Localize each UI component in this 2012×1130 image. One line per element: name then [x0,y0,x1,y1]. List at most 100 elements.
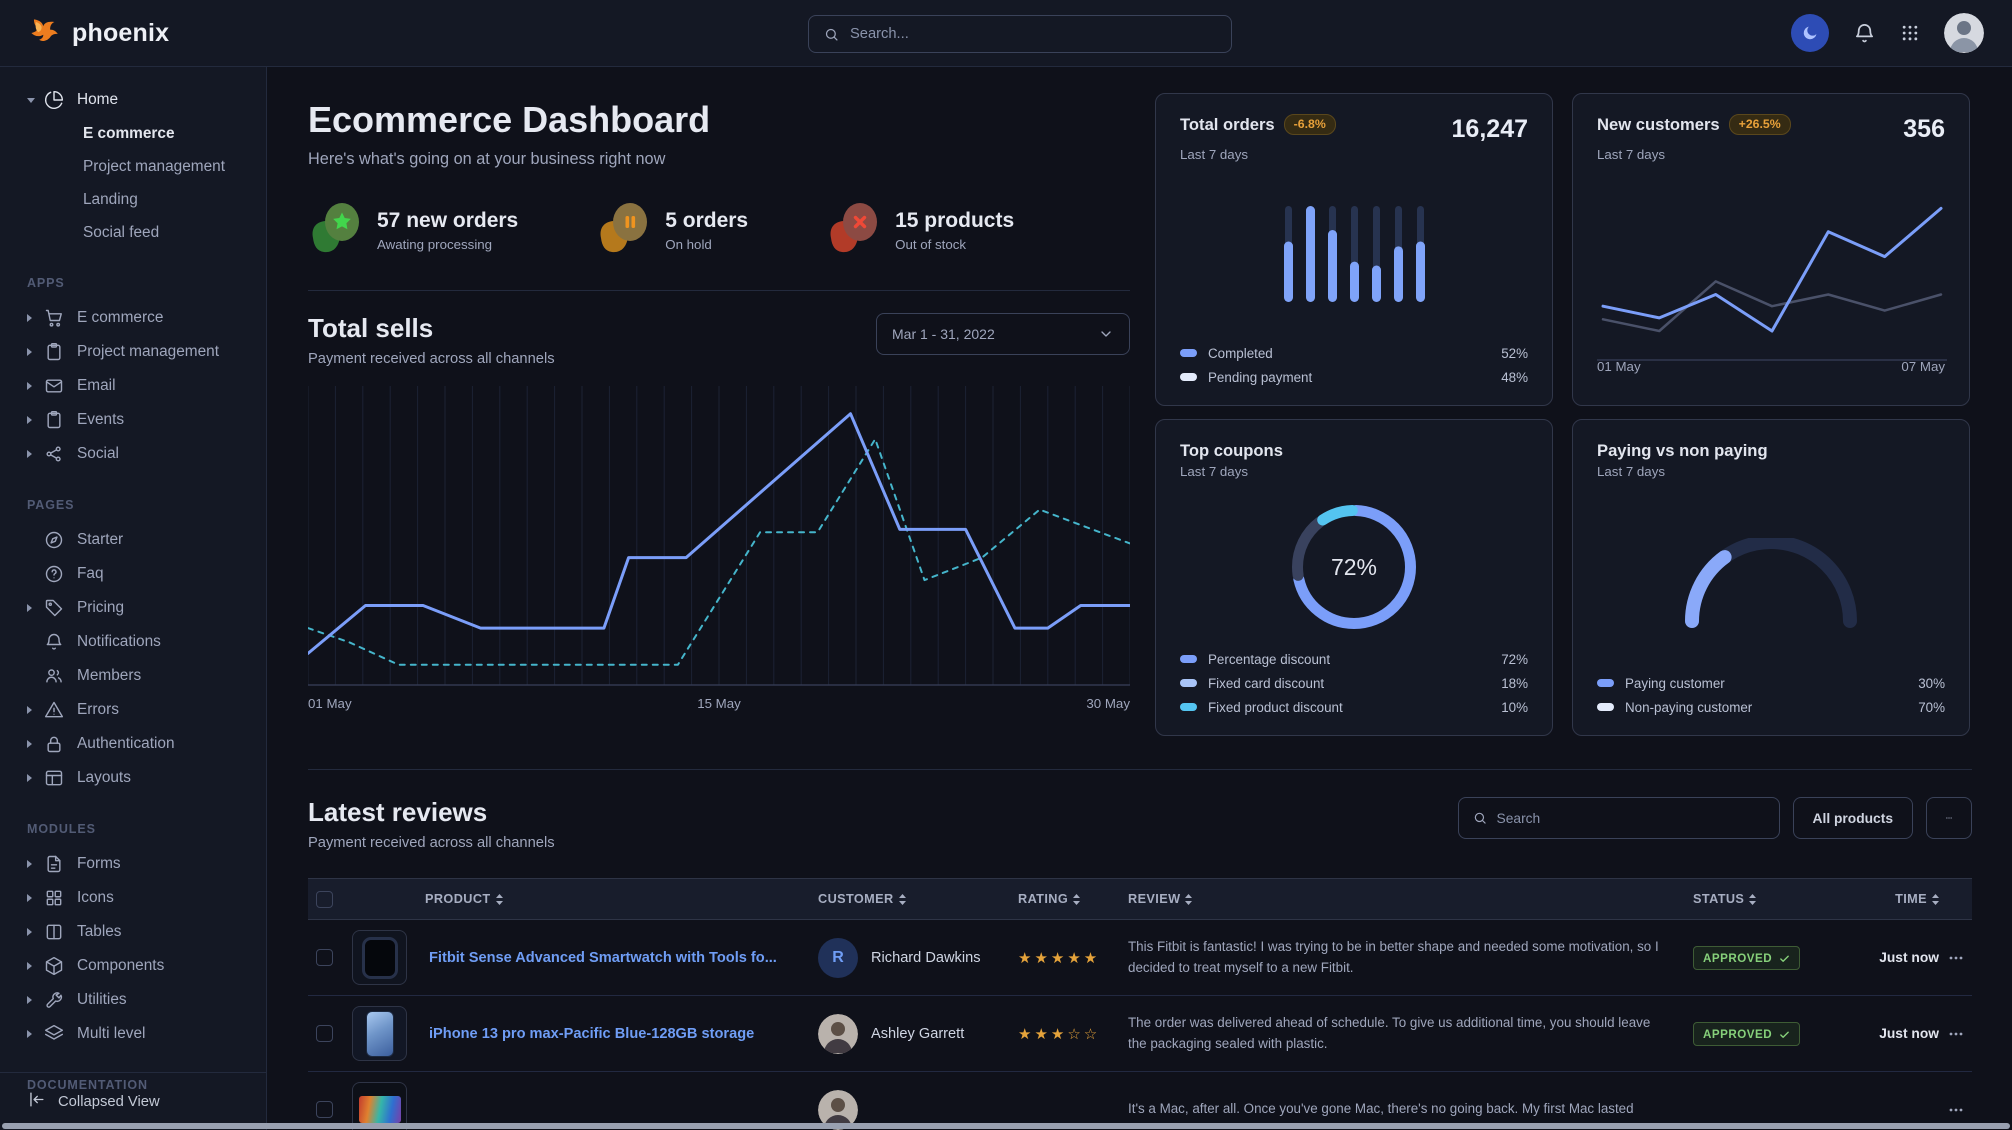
collapse-label: Collapsed View [58,1093,160,1110]
sidebar-item-members[interactable]: Members [0,659,266,693]
caret-box [27,1030,44,1038]
table-row: iPhone 13 pro max-Pacific Blue-128GB sto… [308,996,1972,1072]
table-row: It's a Mac, after all. Once you've gone … [308,1072,1972,1130]
reviews-more-button[interactable] [1926,797,1972,839]
latest-reviews-heading: Latest reviews [308,797,488,827]
sidebar-item-icons[interactable]: Icons [0,881,266,915]
column-header-time[interactable]: TIME [1843,892,1939,906]
chevron-down-icon [1101,331,1111,337]
reviews-search-input[interactable] [1496,810,1765,826]
row-more-button[interactable] [1939,956,1972,960]
legend-swatch [1180,349,1197,357]
caret-right-icon [27,314,32,322]
sort-icon [1185,893,1193,905]
sidebar-subitem-e-commerce[interactable]: E commerce [0,117,266,150]
search-input[interactable] [850,26,1216,42]
row-more-button[interactable] [1939,1032,1972,1036]
select-all-checkbox[interactable] [316,890,333,908]
sidebar-item-project-management[interactable]: Project management [0,335,266,369]
column-header-status[interactable]: STATUS [1693,892,1843,906]
sidebar-item-errors[interactable]: Errors [0,693,266,727]
caret-box [27,314,44,322]
sidebar-item-starter[interactable]: Starter [0,523,266,557]
horizontal-scrollbar[interactable] [2,1123,2010,1129]
product-link[interactable]: iPhone 13 pro max-Pacific Blue-128GB sto… [429,1025,755,1042]
sidebar-item-label: Authentication [77,735,175,752]
legend-label: Fixed product discount [1208,699,1343,715]
sidebar-item-label: Icons [77,889,114,906]
sidebar-item-authentication[interactable]: Authentication [0,727,266,761]
sidebar-subitem-project-management[interactable]: Project management [0,150,266,183]
sidebar-item-pricing[interactable]: Pricing [0,591,266,625]
sidebar-item-events[interactable]: Events [0,403,266,437]
pie-chart-icon [44,90,64,109]
reviews-table: PRODUCT CUSTOMER RATING REVIEW STATUS TI… [308,878,1972,1130]
sidebar-item-label: Email [77,377,116,394]
column-header-product[interactable]: PRODUCT [348,892,818,906]
sidebar-collapse-toggle[interactable]: Collapsed View [0,1072,266,1130]
caret-box [27,928,44,936]
legend-swatch [1180,655,1197,663]
stat-text: 5 orders On hold [665,209,748,252]
user-avatar[interactable] [1944,13,1984,53]
sidebar-subitem-landing[interactable]: Landing [0,183,266,216]
latest-reviews-section: Latest reviews Payment received across a… [308,769,1972,1130]
brand-logo[interactable]: phoenix [28,17,169,49]
grid-icon [46,890,62,906]
total-sells-x-labels: 01 May 15 May 30 May [308,696,1130,711]
new-customers-card: New customers +26.5% 356 Last 7 days 01 … [1572,93,1970,406]
help-circle-icon [45,565,63,583]
sidebar-item-multi-level[interactable]: Multi level [0,1017,266,1051]
sidebar-subitem-social-feed[interactable]: Social feed [0,216,266,249]
product-cell: Fitbit Sense Advanced Smartwatch with To… [348,930,818,985]
sidebar-item-email[interactable]: Email [0,369,266,403]
legend-label: Percentage discount [1208,651,1331,667]
card-period: Last 7 days [1597,464,1666,479]
sidebar-item-social[interactable]: Social [0,437,266,471]
sidebar-item-label: Components [77,957,165,974]
sidebar-item-faq[interactable]: Faq [0,557,266,591]
all-products-button[interactable]: All products [1792,797,1913,839]
sidebar-item-notifications[interactable]: Notifications [0,625,266,659]
row-checkbox[interactable] [316,1101,333,1118]
sidebar-item-tables[interactable]: Tables [0,915,266,949]
search-icon [825,28,838,41]
column-header-customer[interactable]: CUSTOMER [818,892,1018,906]
caret-box [27,97,44,103]
theme-toggle-button[interactable] [1791,14,1829,52]
date-range-select[interactable]: Mar 1 - 31, 2022 [876,313,1130,355]
apps-menu-button[interactable] [1900,23,1920,43]
icon-box [44,376,64,396]
stat-pause-icon [600,203,648,253]
product-thumbnail-laptop [352,1082,407,1130]
ellipsis-icon [1949,1108,1962,1111]
sidebar-item-components[interactable]: Components [0,949,266,983]
sort-icon [495,893,503,905]
sidebar-item-home[interactable]: Home [0,83,266,117]
sidebar-item-forms[interactable]: Forms [0,847,266,881]
row-checkbox[interactable] [316,949,333,966]
sidebar-item-label: Starter [77,531,124,548]
sidebar-item-label: Members [77,667,142,684]
sidebar-item-utilities[interactable]: Utilities [0,983,266,1017]
grid-dots-icon [1902,25,1918,41]
row-checkbox[interactable] [316,1025,333,1042]
column-header-review[interactable]: REVIEW [1128,892,1693,906]
sidebar-item-e-commerce[interactable]: E commerce [0,301,266,335]
total-sells-header: Total sells Payment received across all … [308,313,1130,367]
notifications-button[interactable] [1853,22,1876,45]
stat-value: 57 new orders [377,208,519,232]
columns-icon [46,924,62,940]
trend-badge: +26.5% [1728,114,1791,135]
reviews-table-body: Fitbit Sense Advanced Smartwatch with To… [308,920,1972,1130]
total-sells-chart-svg [306,386,1132,686]
sidebar-nav: Home E commerce Project management Landing… [0,67,266,1092]
column-header-rating[interactable]: RATING [1018,892,1128,906]
sidebar-item-layouts[interactable]: Layouts [0,761,266,795]
sidebar-item-label: Pricing [77,599,125,616]
customers-line-chart-svg [1597,206,1947,361]
row-more-button[interactable] [1939,1108,1972,1112]
reviews-search[interactable] [1457,797,1780,839]
global-search[interactable] [808,15,1232,53]
product-link[interactable]: Fitbit Sense Advanced Smartwatch with To… [429,949,777,966]
